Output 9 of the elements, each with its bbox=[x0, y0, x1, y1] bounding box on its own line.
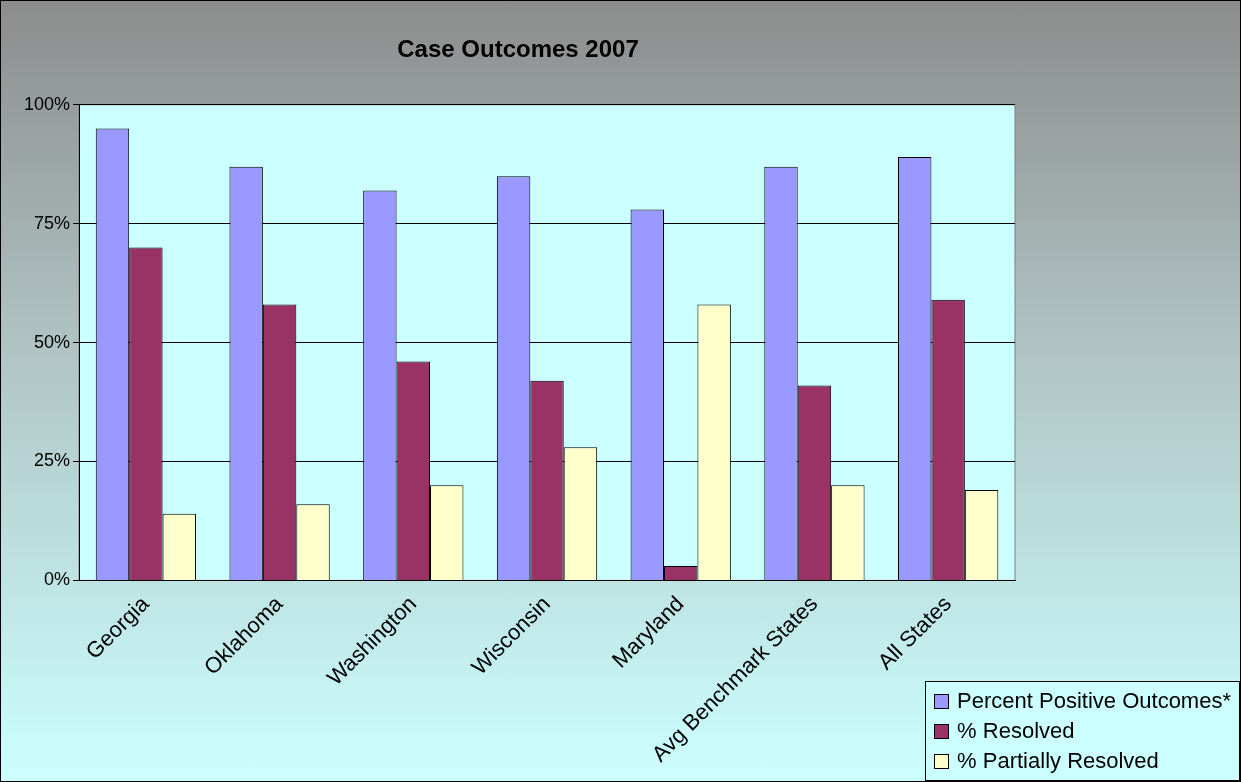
y-tick-label: 100% bbox=[23, 93, 71, 114]
y-tick-label: 25% bbox=[34, 450, 71, 471]
y-tick-label: 75% bbox=[34, 212, 71, 233]
chart-title: Case Outcomes 2007 bbox=[397, 35, 639, 63]
y-tick-label: 0% bbox=[44, 569, 71, 590]
legend-label: % Partially Resolved bbox=[957, 748, 1159, 774]
legend-label: % Resolved bbox=[957, 718, 1075, 744]
y-tick-label: 50% bbox=[34, 331, 71, 352]
legend-label: Percent Positive Outcomes* bbox=[957, 688, 1231, 714]
